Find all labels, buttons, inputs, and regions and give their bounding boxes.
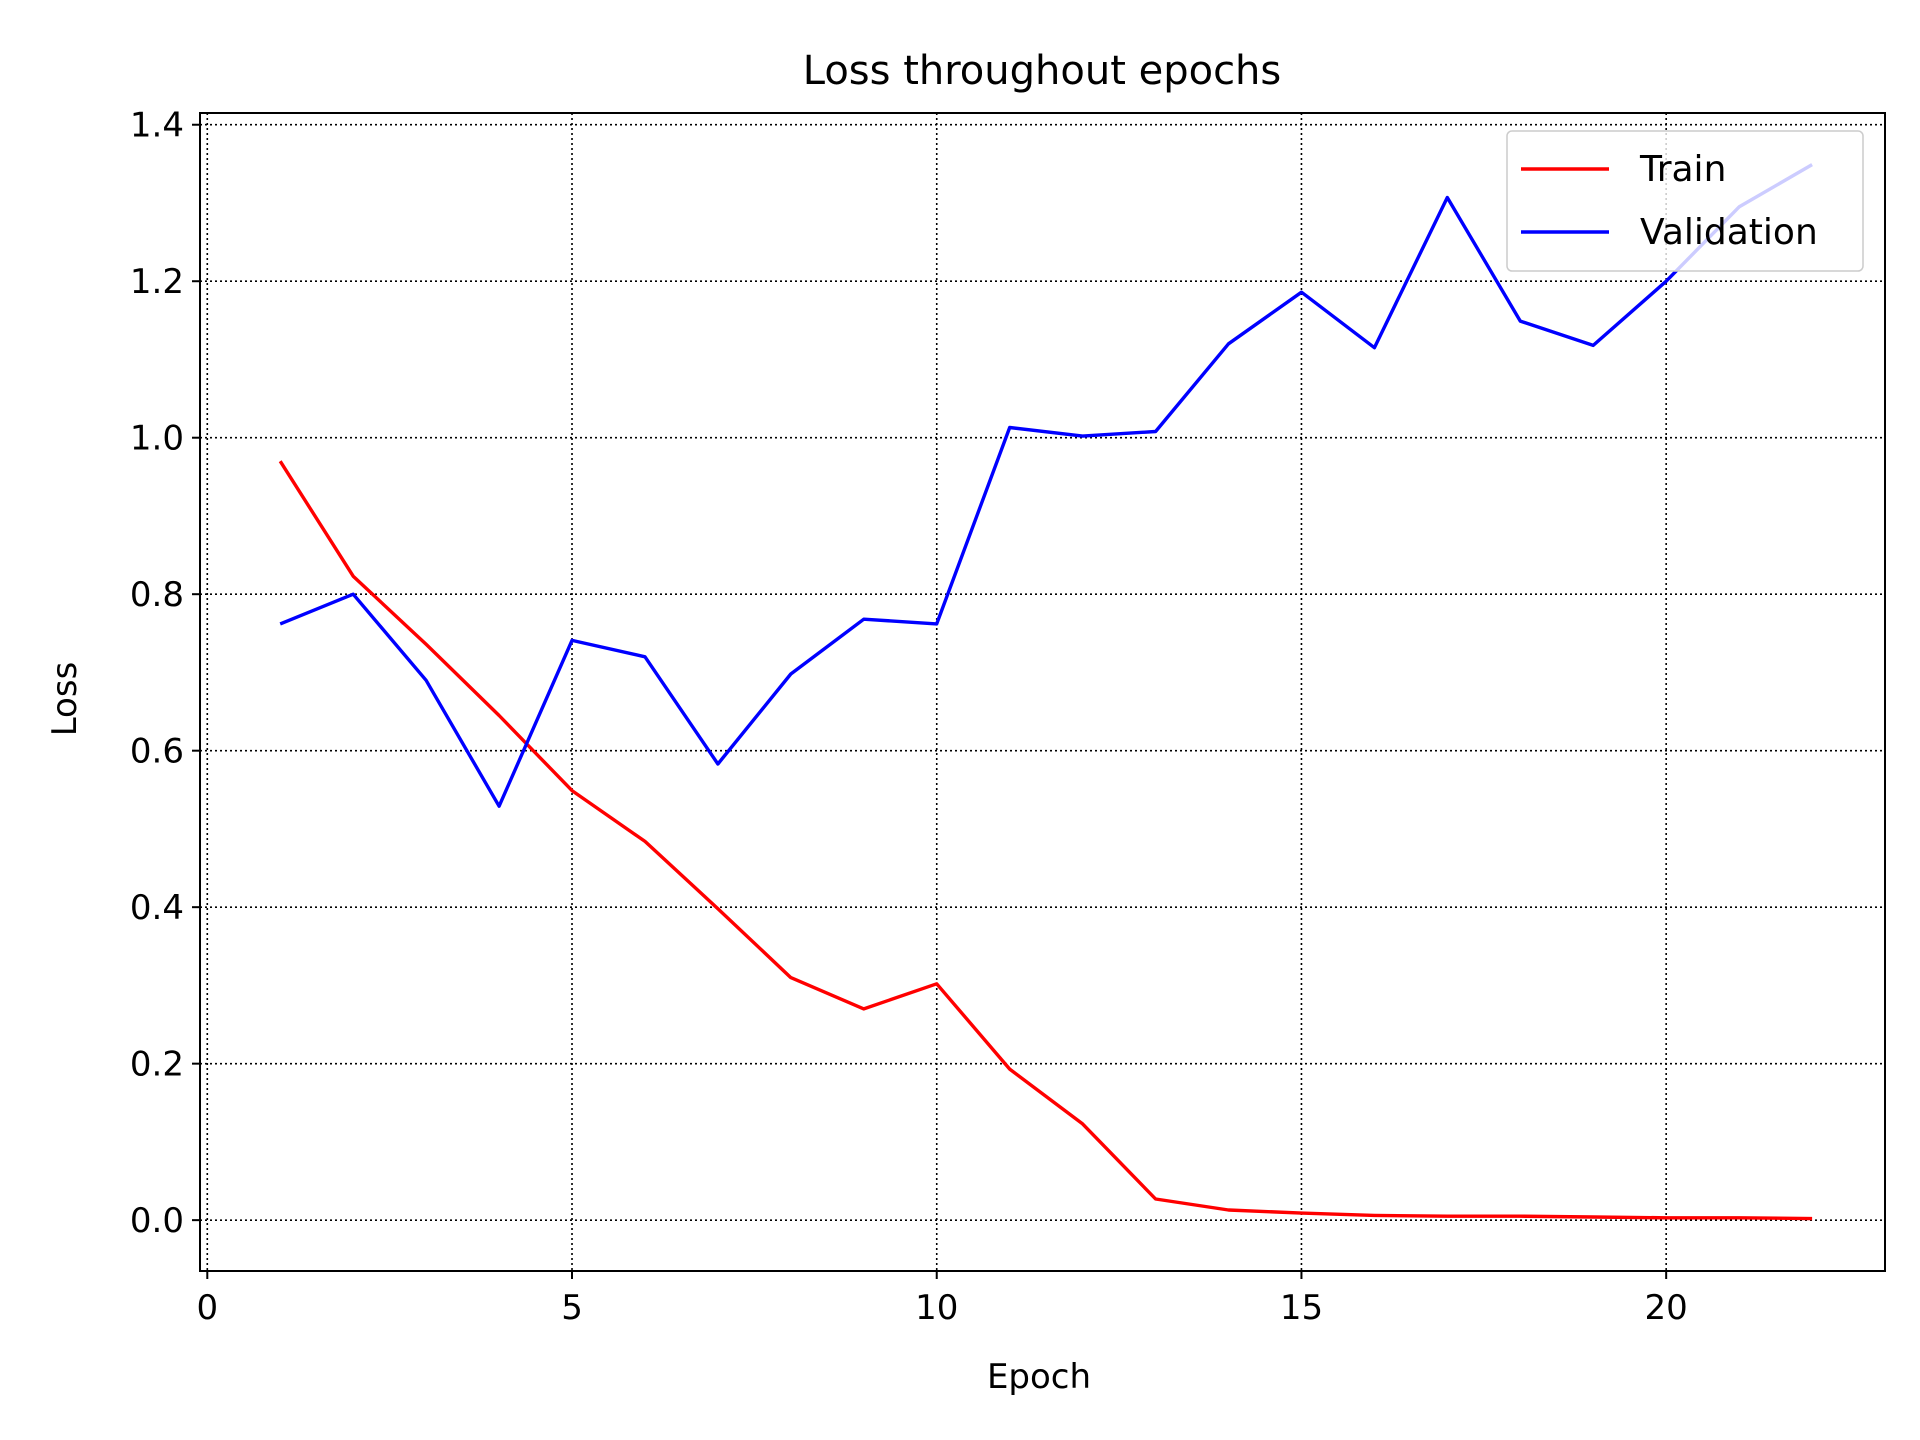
- chart-title: Loss throughout epochs: [803, 48, 1282, 94]
- plot-frame: [199, 112, 1886, 1272]
- y-tick-label: 1.4: [130, 106, 184, 146]
- y-tick-label: 0.6: [130, 732, 184, 772]
- x-tick-label: 0: [196, 1288, 218, 1328]
- series-line-validation: [279, 163, 1813, 808]
- x-tick-label: 10: [915, 1288, 958, 1328]
- y-tick-label: 0.8: [130, 575, 184, 615]
- legend-label-train: Train: [1639, 149, 1726, 190]
- legend-box: [1506, 130, 1864, 272]
- y-axis-label: Loss: [45, 662, 85, 737]
- y-tick-label: 0.2: [130, 1045, 184, 1085]
- y-tick-label: 0.4: [130, 888, 184, 928]
- plot-series: [278, 163, 1813, 1221]
- axis-ticks: 0 5 10 15 20 0.0 0.2 0.4 0.6 0.8 1.0 1.2 1.4: [130, 106, 1688, 1328]
- y-tick-label: 1.2: [130, 262, 184, 302]
- x-tick-label: 20: [1645, 1288, 1688, 1328]
- x-tick-label: 15: [1280, 1288, 1323, 1328]
- series-line-train: [278, 460, 1813, 1221]
- legend-label-validation: Validation: [1640, 212, 1818, 253]
- x-tick-label: 5: [561, 1288, 583, 1328]
- y-tick-label: 1.0: [130, 419, 184, 459]
- x-axis-label: Epoch: [987, 1357, 1091, 1397]
- legend: Train Validation: [1506, 130, 1864, 272]
- y-tick-label: 0.0: [130, 1201, 184, 1241]
- grid: [200, 113, 1885, 1271]
